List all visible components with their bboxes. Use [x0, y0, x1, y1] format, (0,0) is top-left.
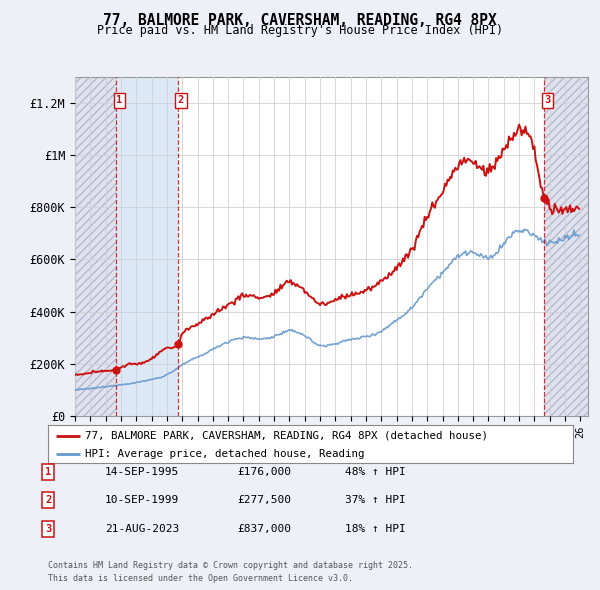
Bar	[544, 77, 588, 416]
Bar	[116, 77, 178, 416]
Text: £176,000: £176,000	[237, 467, 291, 477]
Text: 2: 2	[45, 496, 51, 505]
Text: 1: 1	[116, 96, 123, 106]
Text: 48% ↑ HPI: 48% ↑ HPI	[345, 467, 406, 477]
Text: 14-SEP-1995: 14-SEP-1995	[105, 467, 179, 477]
Bar	[75, 77, 116, 416]
Text: Contains HM Land Registry data © Crown copyright and database right 2025.
This d: Contains HM Land Registry data © Crown c…	[48, 562, 413, 583]
Text: 3: 3	[45, 524, 51, 533]
Text: 1: 1	[45, 467, 51, 477]
Bar	[178, 77, 544, 416]
Text: 77, BALMORE PARK, CAVERSHAM, READING, RG4 8PX (detached house): 77, BALMORE PARK, CAVERSHAM, READING, RG…	[85, 431, 488, 441]
Text: £837,000: £837,000	[237, 524, 291, 533]
Text: HPI: Average price, detached house, Reading: HPI: Average price, detached house, Read…	[85, 448, 364, 458]
Text: 18% ↑ HPI: 18% ↑ HPI	[345, 524, 406, 533]
Text: 2: 2	[178, 96, 184, 106]
Text: £277,500: £277,500	[237, 496, 291, 505]
Text: 3: 3	[544, 96, 550, 106]
Text: 10-SEP-1999: 10-SEP-1999	[105, 496, 179, 505]
Text: Price paid vs. HM Land Registry's House Price Index (HPI): Price paid vs. HM Land Registry's House …	[97, 24, 503, 37]
Text: 21-AUG-2023: 21-AUG-2023	[105, 524, 179, 533]
Text: 77, BALMORE PARK, CAVERSHAM, READING, RG4 8PX: 77, BALMORE PARK, CAVERSHAM, READING, RG…	[103, 13, 497, 28]
Text: 37% ↑ HPI: 37% ↑ HPI	[345, 496, 406, 505]
